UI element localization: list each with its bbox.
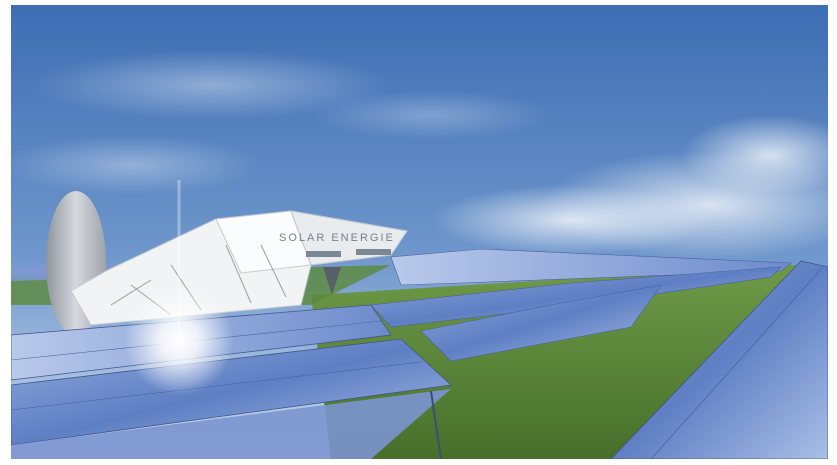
solar-panel-row-right	[610, 260, 828, 459]
solar-farm-photo: SOLAR ENERGIE	[11, 5, 828, 459]
building-sign: SOLAR ENERGIE	[279, 232, 395, 244]
solar-panel-rows-back	[370, 248, 792, 362]
solar-farm-illustration: SOLAR ENERGIE	[11, 5, 828, 459]
sun-glare	[124, 285, 234, 395]
clouds	[11, 50, 828, 260]
